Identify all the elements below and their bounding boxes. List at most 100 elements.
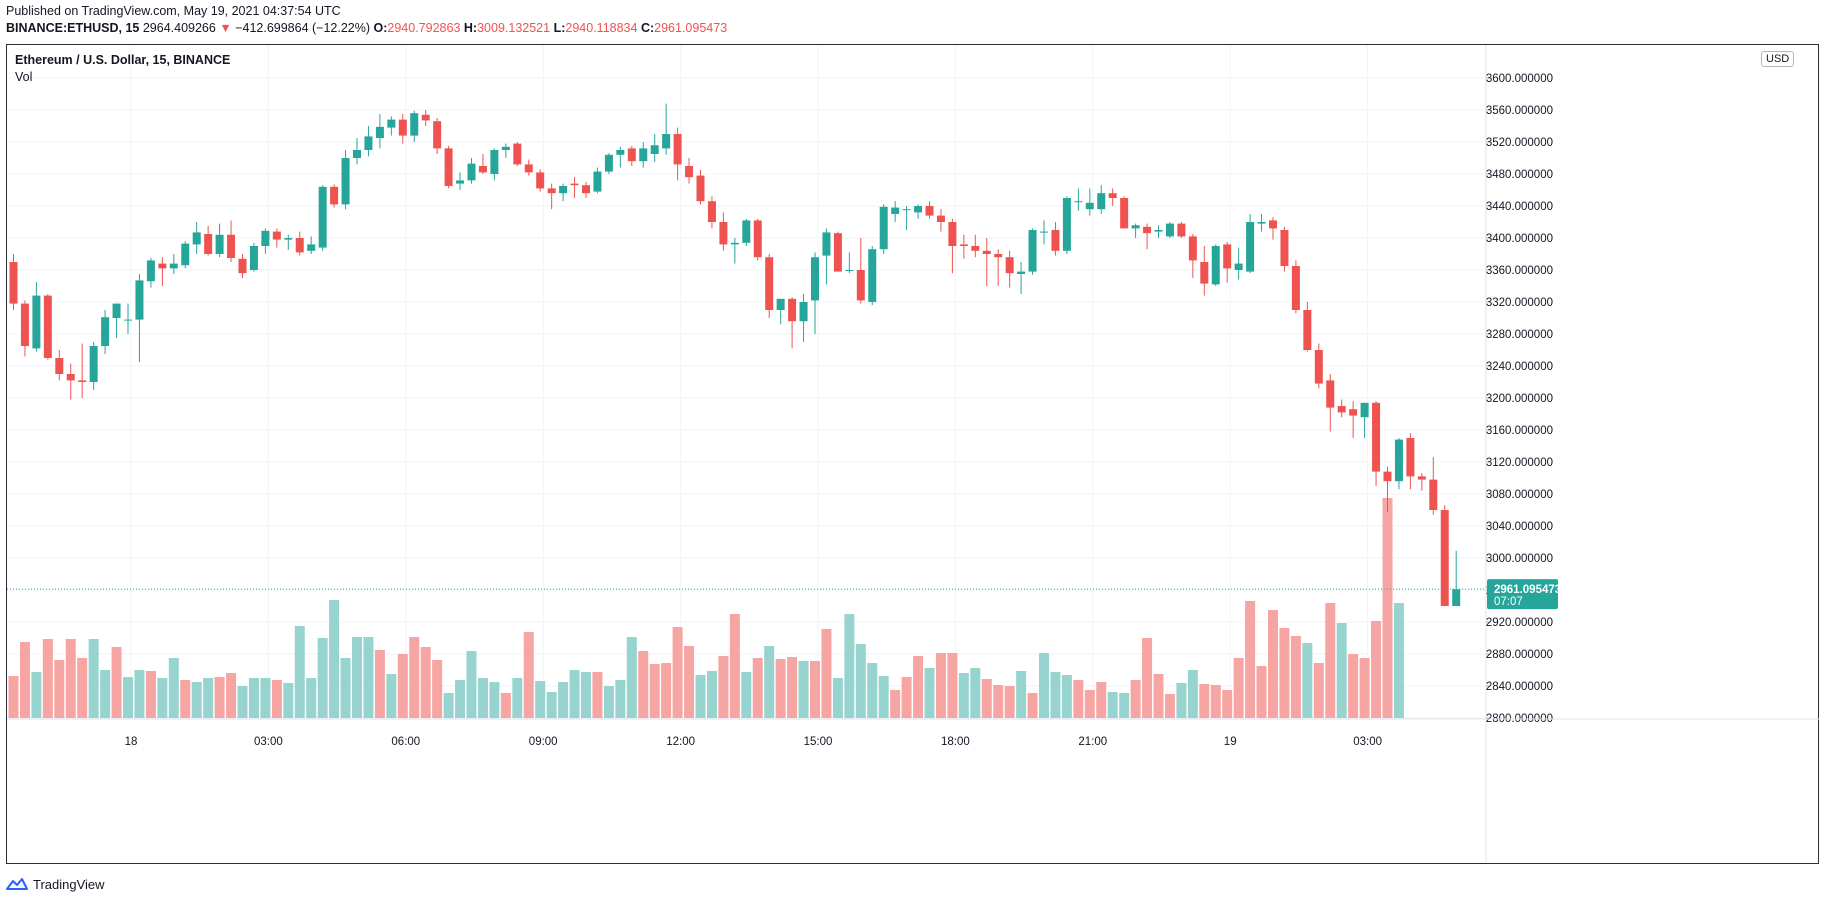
candle-body bbox=[295, 238, 304, 253]
volume-bar bbox=[19, 642, 30, 718]
candle-body bbox=[1120, 198, 1129, 229]
price-tick-label: 3160.000000 bbox=[1486, 425, 1553, 437]
candle-body bbox=[101, 317, 110, 346]
time-tick-label: 06:00 bbox=[391, 736, 420, 748]
volume-bar bbox=[111, 647, 122, 718]
candle-body bbox=[788, 298, 797, 322]
candle-body bbox=[238, 258, 247, 274]
volume-bar bbox=[65, 639, 76, 718]
candle-body bbox=[1028, 230, 1037, 272]
time-tick-label: 18 bbox=[125, 736, 138, 748]
candle-body bbox=[9, 262, 18, 304]
chart-frame[interactable] bbox=[6, 44, 1819, 864]
candle-body bbox=[696, 175, 705, 202]
price-tick-label: 2920.000000 bbox=[1486, 617, 1553, 629]
volume-bar bbox=[1187, 670, 1198, 718]
price-tick-label: 3520.000000 bbox=[1486, 137, 1553, 149]
volume-bar bbox=[970, 668, 981, 718]
volume-bar bbox=[374, 650, 385, 718]
volume-bar bbox=[1084, 690, 1095, 718]
candle-body bbox=[330, 186, 339, 205]
candle-body bbox=[272, 231, 281, 240]
volume-bar bbox=[1210, 685, 1221, 718]
candle-body bbox=[536, 172, 545, 189]
candle-body bbox=[673, 134, 682, 165]
candle-body bbox=[181, 243, 190, 266]
candle-body bbox=[513, 143, 522, 165]
volume-bar bbox=[787, 657, 798, 718]
time-tick-label: 15:00 bbox=[804, 736, 833, 748]
candle-body bbox=[570, 183, 579, 186]
candle-body bbox=[1234, 263, 1243, 270]
volume-bar bbox=[890, 690, 901, 718]
chart-legend-title[interactable]: Ethereum / U.S. Dollar, 15, BINANCE bbox=[15, 53, 231, 67]
candle-body bbox=[55, 358, 64, 374]
volume-bar bbox=[271, 680, 282, 718]
volume-bar bbox=[649, 664, 660, 718]
last-price-tag-bg bbox=[1487, 579, 1558, 610]
price-tick-label: 3600.000000 bbox=[1486, 73, 1553, 85]
candle-body bbox=[1337, 406, 1346, 413]
volume-bar bbox=[1290, 636, 1301, 718]
candle-body bbox=[1143, 226, 1152, 234]
candle-body bbox=[902, 209, 911, 211]
price-tick-label: 3240.000000 bbox=[1486, 361, 1553, 373]
price-candles bbox=[9, 103, 1461, 606]
volume-bar bbox=[1016, 671, 1027, 718]
volume-bar bbox=[558, 682, 569, 718]
volume-bar bbox=[935, 653, 946, 718]
volume-bar bbox=[489, 682, 500, 718]
candle-body bbox=[1097, 193, 1106, 210]
volume-bar bbox=[798, 661, 809, 718]
candle-body bbox=[456, 180, 465, 184]
volume-bar bbox=[1336, 623, 1347, 718]
candle-body bbox=[20, 303, 29, 346]
time-tick-label: 12:00 bbox=[666, 736, 695, 748]
volume-bar bbox=[31, 672, 42, 718]
time-axis[interactable]: 18 03:00 06:00 09:00 12:00 15:00 18:00 21:00 19 0… bbox=[125, 736, 1382, 748]
volume-bar bbox=[832, 678, 843, 718]
volume-bar bbox=[340, 658, 351, 718]
candle-body bbox=[1040, 231, 1048, 233]
candle-body bbox=[994, 254, 1003, 258]
volume-bar bbox=[214, 677, 225, 718]
candle-body bbox=[1154, 230, 1163, 232]
volume-bar bbox=[409, 637, 420, 718]
candle-body bbox=[501, 146, 510, 150]
price-tick-label: 3560.000000 bbox=[1486, 105, 1553, 117]
volume-bar bbox=[878, 676, 889, 718]
low-value: 2940.118834 bbox=[565, 21, 638, 35]
volume-bars bbox=[8, 498, 1404, 718]
candle-body bbox=[1211, 246, 1220, 285]
candle-body bbox=[1051, 230, 1060, 251]
candle-body bbox=[959, 244, 968, 246]
candle-body bbox=[135, 280, 144, 320]
volume-bar bbox=[1027, 693, 1038, 718]
volume-bar bbox=[77, 658, 88, 718]
candle-body bbox=[1005, 257, 1014, 274]
low-label: L: bbox=[553, 21, 566, 35]
volume-bar bbox=[237, 686, 248, 718]
tradingview-footer[interactable]: TradingView bbox=[6, 874, 105, 894]
price-tick-label: 3480.000000 bbox=[1486, 169, 1553, 181]
candle-body bbox=[364, 136, 373, 150]
volume-bar bbox=[615, 680, 626, 718]
high-value: 3009.132521 bbox=[477, 21, 551, 35]
currency-badge[interactable]: USD bbox=[1761, 51, 1795, 67]
candle-body bbox=[936, 215, 945, 222]
volume-bar bbox=[466, 651, 477, 718]
time-tick-label: 19 bbox=[1224, 736, 1237, 748]
volume-bar bbox=[363, 637, 374, 718]
volume-bar bbox=[1371, 621, 1382, 718]
candle-body bbox=[1440, 510, 1449, 606]
volume-bar bbox=[1279, 628, 1290, 718]
candle-body bbox=[375, 126, 384, 138]
price-axis[interactable]: 3600.000000 3560.000000 3520.000000 3480.00… bbox=[1486, 73, 1553, 725]
volume-bar bbox=[546, 692, 557, 718]
candle-body bbox=[1017, 271, 1026, 274]
candle-body bbox=[1108, 193, 1117, 198]
volume-legend[interactable]: Vol bbox=[15, 70, 33, 84]
time-tick-label: 09:00 bbox=[529, 736, 558, 748]
volume-bar bbox=[523, 632, 534, 718]
